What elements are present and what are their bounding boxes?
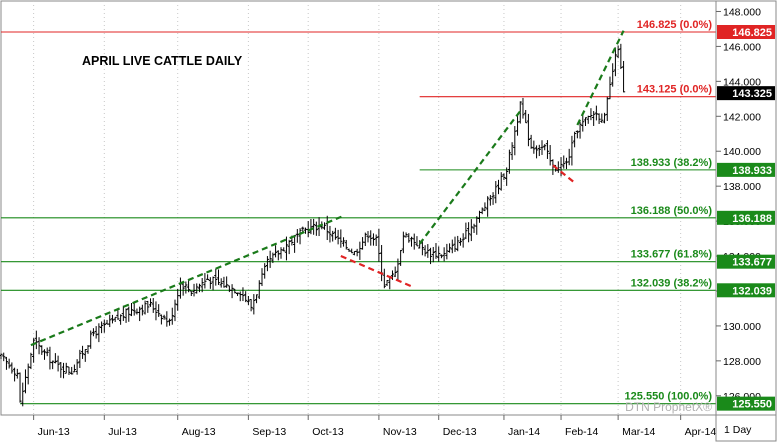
level-label: 136.188 (50.0%) — [631, 205, 713, 217]
watermark: DTN ProphetX® — [625, 400, 712, 414]
level-label: 138.933 (38.2%) — [631, 157, 713, 169]
level-badge-bg — [717, 396, 775, 411]
y-tick-label: 130.000 — [723, 321, 761, 333]
x-tick-label: Apr-14 — [685, 426, 717, 438]
trendlines — [30, 30, 625, 347]
y-tick-label: 142.000 — [723, 111, 761, 123]
level-badge-value: 138.933 — [732, 165, 772, 177]
timeframe-label[interactable]: 1 Day — [724, 424, 752, 436]
price-badges: 146.825 138.933 136.188 133.677 132.039 125.5… — [717, 25, 775, 411]
y-tick-label: 148.000 — [723, 6, 761, 18]
level-badge-value: 136.188 — [732, 213, 772, 225]
x-tick-label: Jul-13 — [108, 426, 137, 438]
x-tick-label: Dec-13 — [443, 426, 477, 438]
x-tick-label: Jan-14 — [508, 426, 540, 438]
y-tick-label: 138.000 — [723, 181, 761, 193]
plot-area: 146.825 (0.0%) 143.125 (0.0%) 138.933 (38.… — [0, 0, 717, 416]
level-badge-value: 133.677 — [732, 257, 772, 269]
level-badge-value: 146.825 — [732, 27, 772, 39]
last-price-badge-value: 143.325 — [732, 88, 772, 100]
level-label: 146.825 (0.0%) — [637, 19, 713, 31]
x-tick-label: Mar-14 — [622, 426, 655, 438]
y-axis: 126.000128.000130.000132.000134.000136.0… — [715, 0, 777, 416]
level-badge-bg — [717, 210, 775, 225]
y-tick-label: 140.000 — [723, 146, 761, 158]
x-tick-label: Nov-13 — [383, 426, 417, 438]
timeframe-box — [715, 414, 777, 442]
level-badge-bg — [717, 283, 775, 298]
level-label: 133.677 (61.8%) — [631, 249, 713, 261]
level-badge-bg — [717, 25, 775, 40]
last-price-badge-bg — [717, 86, 775, 101]
y-tick-label: 144.000 — [723, 76, 761, 88]
x-tick-label: Sep-13 — [252, 426, 286, 438]
y-tick-label: 146.000 — [723, 41, 761, 53]
x-tick-label: Jun-13 — [38, 426, 70, 438]
level-labels: 146.825 (0.0%) 143.125 (0.0%) 138.933 (38.… — [625, 19, 713, 403]
trendline — [340, 255, 415, 289]
x-tick-label: Feb-14 — [565, 426, 598, 438]
trendline — [418, 110, 522, 245]
plot-border — [0, 0, 717, 416]
trendline — [30, 214, 344, 347]
level-badge-bg — [717, 254, 775, 269]
level-label: 132.039 (38.2%) — [631, 277, 713, 289]
level-badge-value: 125.550 — [732, 399, 772, 411]
chart-title: APRIL LIVE CATTLE DAILY — [82, 54, 243, 68]
y-tick-label: 128.000 — [723, 356, 761, 368]
trendline — [552, 164, 576, 184]
x-tick-label: Aug-13 — [182, 426, 216, 438]
y-axis-panel — [715, 0, 777, 416]
level-layer — [1, 31, 716, 405]
grid-layer — [33, 1, 682, 415]
x-axis: Jun-13 Jul-13 Aug-13 Sep-13 Oct-13 Nov-13 Dec-… — [1, 414, 776, 438]
level-label: 125.550 (100.0%) — [625, 391, 713, 403]
trendline — [576, 30, 625, 126]
level-badge-value: 132.039 — [732, 285, 772, 297]
level-label: 143.125 (0.0%) — [637, 84, 713, 96]
level-badge-bg — [717, 162, 775, 177]
x-tick-label: Oct-13 — [312, 426, 344, 438]
